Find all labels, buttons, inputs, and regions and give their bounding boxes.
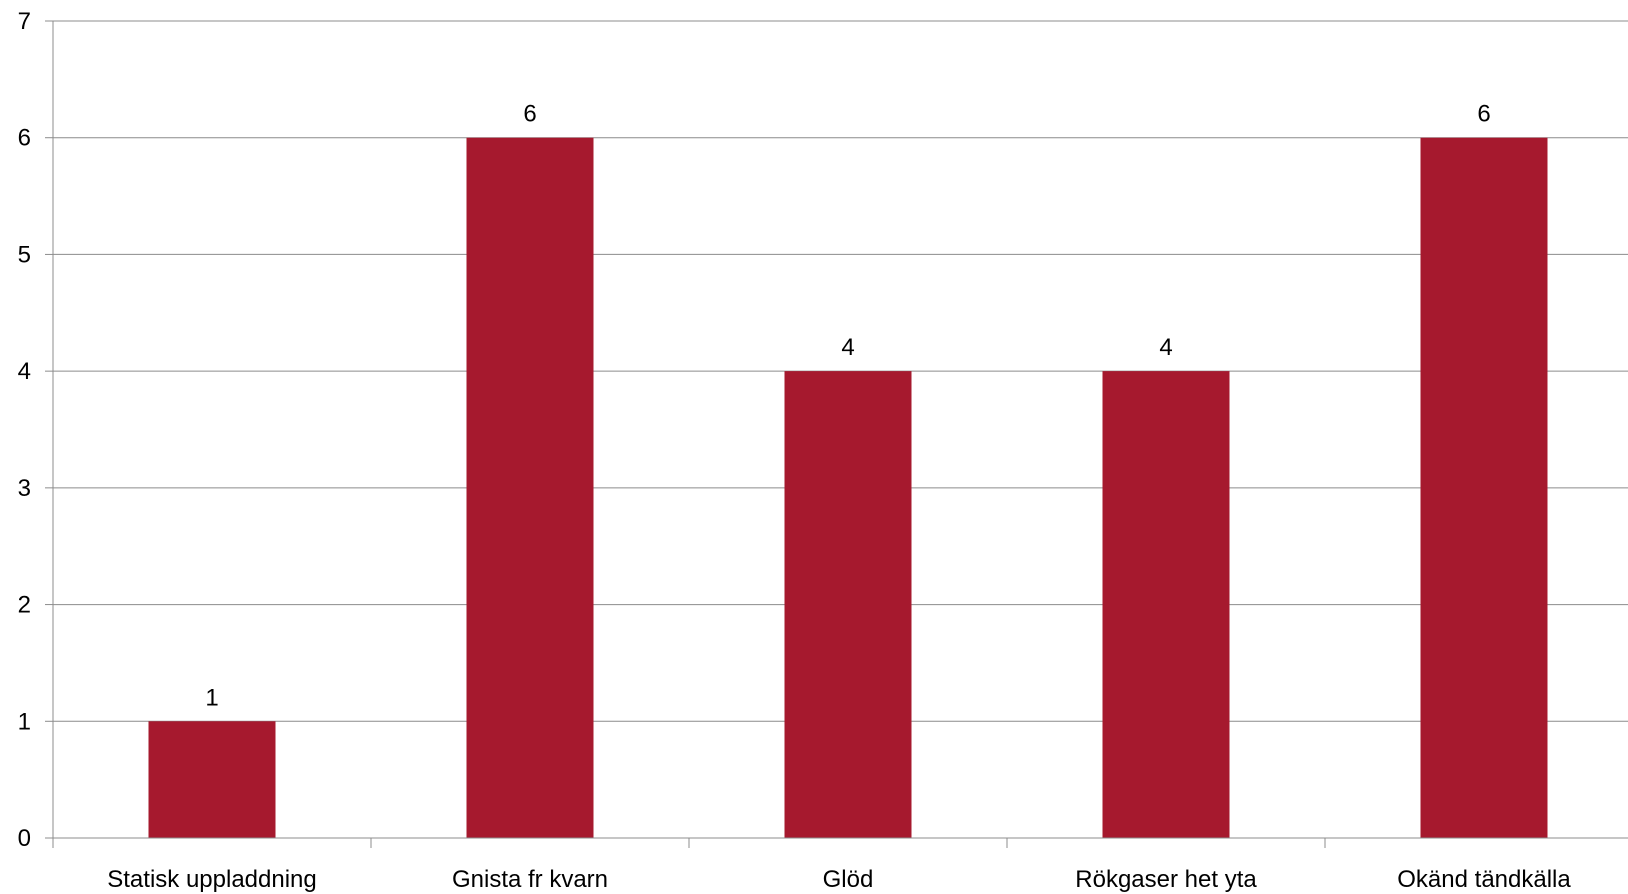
data-label: 6 [1477, 101, 1490, 128]
y-tick-label: 7 [18, 8, 31, 35]
y-tick-label: 3 [18, 475, 31, 502]
x-tick-label: Okänd tändkälla [1397, 866, 1571, 893]
data-label: 1 [205, 684, 218, 711]
x-tick-label: Gnista fr kvarn [452, 866, 608, 893]
data-label: 6 [523, 101, 536, 128]
y-axis-ticks: 0 1 2 3 4 5 6 7 [18, 8, 54, 852]
x-tick-label: Rökgaser het yta [1075, 866, 1257, 893]
data-label: 4 [1159, 334, 1172, 361]
bar [148, 721, 276, 838]
bar [1420, 137, 1548, 838]
y-tick-label: 5 [18, 241, 31, 268]
bar [1102, 371, 1230, 838]
data-label: 4 [841, 334, 854, 361]
bars [148, 137, 1548, 838]
y-tick-label: 0 [18, 825, 31, 852]
x-tick-label: Glöd [823, 866, 874, 893]
data-labels: 1 6 4 4 6 [205, 101, 1490, 712]
x-axis [52, 837, 1628, 848]
y-tick-label: 2 [18, 592, 31, 619]
y-tick-label: 6 [18, 125, 31, 152]
x-axis-ticks: Statisk uppladdning Gnista fr kvarn Glöd Rö… [107, 866, 1571, 893]
y-tick-label: 4 [18, 358, 31, 385]
bar [784, 371, 912, 838]
x-tick-label: Statisk uppladdning [107, 866, 316, 893]
y-tick-label: 1 [18, 708, 31, 735]
bar [466, 137, 594, 838]
